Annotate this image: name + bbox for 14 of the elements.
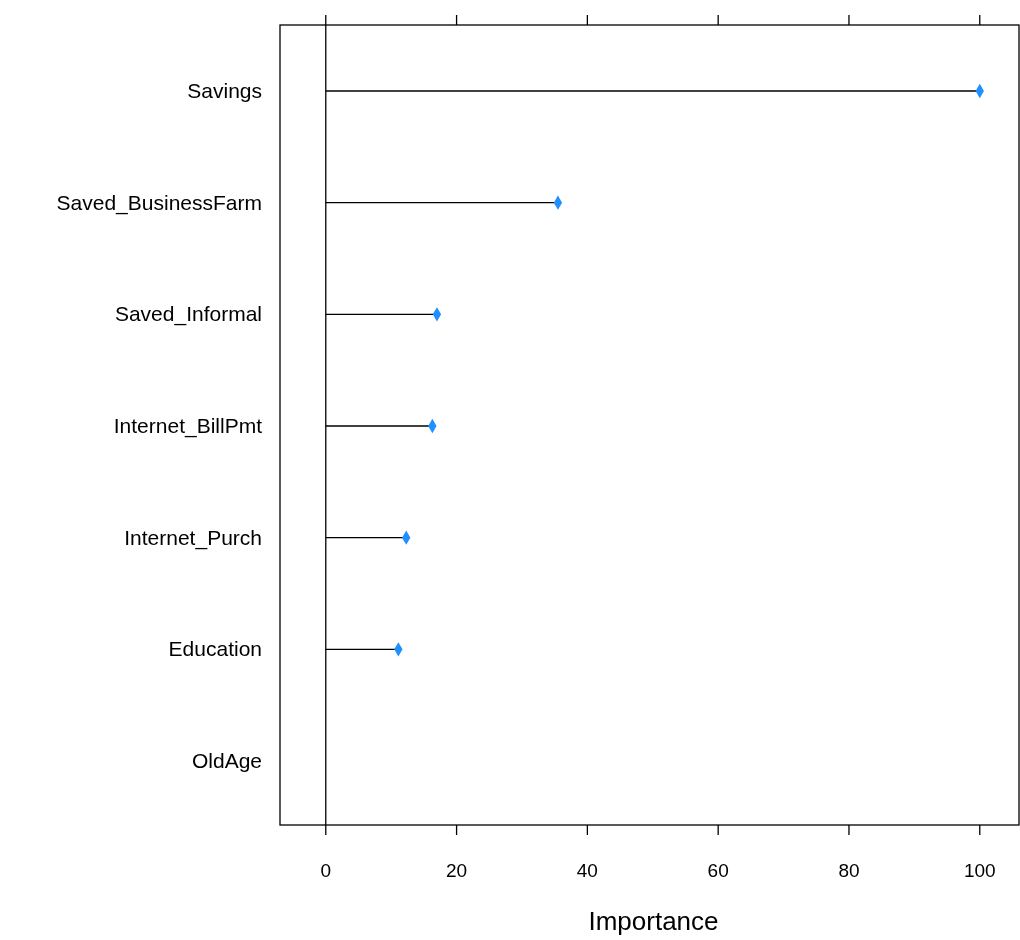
x-tick-label: 40 xyxy=(576,860,598,881)
y-tick-label: Internet_BillPmt xyxy=(113,414,263,438)
y-tick-label: Internet_Purch xyxy=(124,525,262,550)
x-tick-label: 100 xyxy=(963,860,996,881)
x-axis-title: Importance xyxy=(588,906,719,936)
y-tick-label: Saved_BusinessFarm xyxy=(56,190,262,215)
x-tick-label: 20 xyxy=(446,860,468,881)
y-tick-label: Saved_Informal xyxy=(114,302,262,327)
x-tick-label: 80 xyxy=(838,860,860,881)
y-tick-label: Education xyxy=(168,637,262,661)
y-tick-label: Savings xyxy=(187,79,262,102)
y-tick-label: OldAge xyxy=(191,749,262,772)
x-tick-label: 60 xyxy=(707,860,729,881)
x-tick-label: 0 xyxy=(320,860,332,881)
